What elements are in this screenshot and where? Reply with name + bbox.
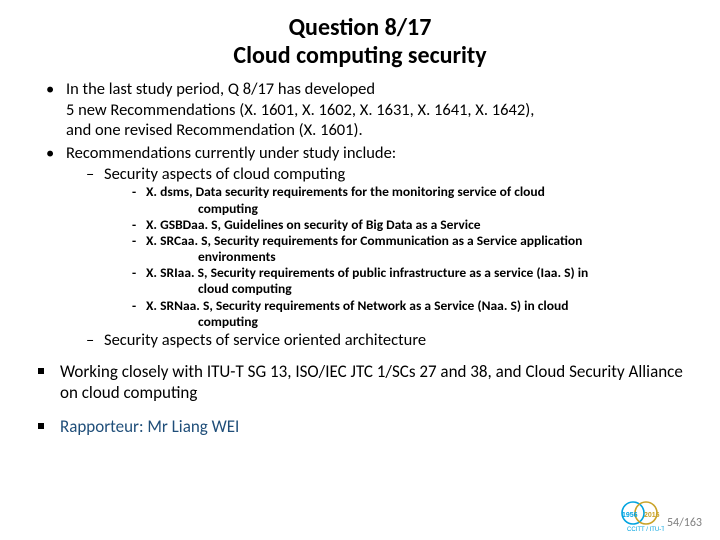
bullet-2: Recommendations currently under study in… (46, 143, 690, 351)
bullet-list-level2: Security aspects of cloud computing X. d… (86, 164, 690, 351)
rec-dsms-code: X. dsms, (146, 183, 193, 200)
svg-text:2016: 2016 (644, 512, 660, 519)
sub-bullet-cloud-text: Security aspects of cloud computing (104, 164, 345, 184)
rec-sriaas-hang: cloud computing (146, 281, 690, 297)
bullet-list-level1: In the last study period, Q 8/17 has dev… (46, 79, 690, 350)
rec-dsms-hang: computing (146, 201, 690, 217)
square-bullet-list: Working closely with ITU-T SG 13, ISO/IE… (34, 361, 690, 438)
rec-dsms: X. dsms, Data security requirements for … (132, 184, 690, 216)
rec-sriaas: X. SRIaa. S, Security requirements of pu… (132, 265, 690, 297)
bullet-list-level3: X. dsms, Data security requirements for … (132, 184, 690, 330)
square-bullet-rapporteur: Rapporteur: Mr Liang WEI (34, 416, 690, 438)
slide: Question 8/17 Cloud computing security I… (0, 0, 720, 540)
title-line-2: Cloud computing security (233, 41, 486, 70)
svg-text:1956: 1956 (622, 512, 638, 519)
bullet-2-text: Recommendations currently under study in… (66, 143, 396, 163)
bullet-1-line1: In the last study period, Q 8/17 has dev… (66, 79, 375, 99)
rec-srnaas-desc: Security requirements of Network as a Se… (213, 297, 569, 314)
bullet-1: In the last study period, Q 8/17 has dev… (46, 79, 690, 141)
title-line-1: Question 8/17 (289, 13, 432, 42)
rec-srnaas: X. SRNaa. S, Security requirements of Ne… (132, 298, 690, 330)
sub-bullet-soa: Security aspects of service oriented arc… (86, 330, 690, 351)
page-number: 54/163 (667, 516, 702, 530)
bullet-1-line3: and one revised Recommendation (X. 1601)… (66, 120, 363, 140)
slide-title: Question 8/17 Cloud computing security (30, 14, 690, 69)
rapporteur-text: Rapporteur: Mr Liang WEI (60, 416, 239, 437)
sub-bullet-soa-text: Security aspects of service oriented arc… (104, 330, 426, 350)
sub-bullet-cloud: Security aspects of cloud computing X. d… (86, 164, 690, 330)
itu-anniversary-logo: 1956 2016 CCITT / ITU-T (616, 498, 664, 534)
rec-srcaas: X. SRCaa. S, Security requirements for C… (132, 233, 690, 265)
rec-sriaas-desc: Security requirements of public infrastr… (208, 264, 589, 281)
rec-srnaas-code: X. SRNaa. S, (146, 297, 213, 314)
rec-srcaas-code: X. SRCaa. S, (146, 232, 211, 249)
square-bullet-working: Working closely with ITU-T SG 13, ISO/IE… (34, 361, 690, 405)
rec-gsbdaas-code: X. GSBDaa. S, (146, 216, 221, 233)
rec-srcaas-hang: environments (146, 249, 690, 265)
square-bullet-working-text: Working closely with ITU-T SG 13, ISO/IE… (60, 361, 683, 404)
svg-text:CCITT / ITU-T: CCITT / ITU-T (627, 527, 664, 533)
bullet-1-line2: 5 new Recommendations (X. 1601, X. 1602,… (66, 100, 534, 120)
rec-srnaas-hang: computing (146, 314, 690, 330)
rec-gsbdaas-desc: Guidelines on security of Big Data as a … (221, 216, 481, 233)
rec-dsms-desc: Data security requirements for the monit… (193, 183, 545, 200)
rec-sriaas-code: X. SRIaa. S, (146, 264, 208, 281)
rec-gsbdaas: X. GSBDaa. S, Guidelines on security of … (132, 217, 690, 233)
rec-srcaas-desc: Security requirements for Communication … (211, 232, 582, 249)
